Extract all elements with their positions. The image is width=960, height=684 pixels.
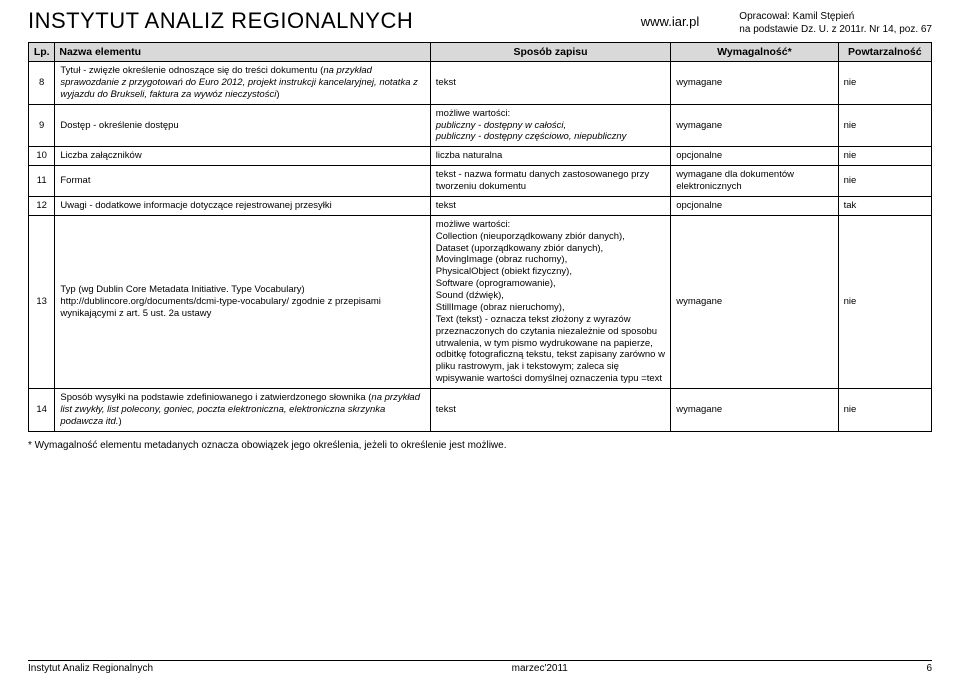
footnote: * Wymagalność elementu metadanych oznacz… — [28, 440, 932, 451]
document-meta: Opracował: Kamil Stępień na podstawie Dz… — [739, 10, 932, 36]
cell-sposob: tekst — [430, 389, 670, 432]
cell-pow: nie — [838, 147, 931, 166]
page-header: INSTYTUT ANALIZ REGIONALNYCH www.iar.pl … — [28, 8, 932, 36]
cell-wym: wymagane dla dokumentów elektronicznych — [671, 166, 838, 197]
table-row: 9 Dostęp - określenie dostępu możliwe wa… — [29, 104, 932, 147]
cell-name: Typ (wg Dublin Core Metadata Initiative.… — [55, 215, 430, 388]
cell-name: Tytuł - zwięzłe określenie odnoszące się… — [55, 62, 430, 105]
sposob-label: możliwe wartości: — [436, 108, 510, 119]
cell-wym: opcjonalne — [671, 196, 838, 215]
cell-lp: 8 — [29, 62, 55, 105]
footer-left: Instytut Analiz Regionalnych — [28, 663, 153, 674]
cell-sposob: tekst — [430, 196, 670, 215]
table-row: 10 Liczba załączników liczba naturalna o… — [29, 147, 932, 166]
cell-wym: wymagane — [671, 104, 838, 147]
table-row: 14 Sposób wysyłki na podstawie zdefiniow… — [29, 389, 932, 432]
cell-name: Dostęp - określenie dostępu — [55, 104, 430, 147]
col-header-name: Nazwa elementu — [55, 43, 430, 62]
metadata-table: Lp. Nazwa elementu Sposób zapisu Wymagal… — [28, 42, 932, 432]
name-suffix: ) — [118, 416, 121, 427]
cell-pow: nie — [838, 104, 931, 147]
website-url: www.iar.pl — [641, 14, 700, 29]
cell-sposob: możliwe wartości: Collection (nieuporząd… — [430, 215, 670, 388]
cell-sposob: możliwe wartości: publiczny - dostępny w… — [430, 104, 670, 147]
cell-name: Uwagi - dodatkowe informacje dotyczące r… — [55, 196, 430, 215]
institution-title: INSTYTUT ANALIZ REGIONALNYCH — [28, 8, 641, 34]
author-line: Opracował: Kamil Stępień — [739, 10, 932, 23]
col-header-wym: Wymagalność* — [671, 43, 838, 62]
cell-lp: 14 — [29, 389, 55, 432]
cell-sposob: liczba naturalna — [430, 147, 670, 166]
cell-lp: 11 — [29, 166, 55, 197]
name-text: Tytuł - zwięzłe określenie odnoszące się… — [60, 65, 323, 76]
cell-name: Format — [55, 166, 430, 197]
cell-pow: nie — [838, 166, 931, 197]
name-text: Sposób wysyłki na podstawie zdefiniowane… — [60, 392, 371, 403]
cell-pow: nie — [838, 215, 931, 388]
cell-wym: wymagane — [671, 215, 838, 388]
sposob-values: publiczny - dostępny w całości, publiczn… — [436, 120, 627, 143]
footer-right: 6 — [926, 663, 932, 674]
cell-lp: 9 — [29, 104, 55, 147]
cell-lp: 12 — [29, 196, 55, 215]
cell-sposob: tekst — [430, 62, 670, 105]
table-row: 11 Format tekst - nazwa formatu danych z… — [29, 166, 932, 197]
cell-pow: nie — [838, 389, 931, 432]
table-row: 13 Typ (wg Dublin Core Metadata Initiati… — [29, 215, 932, 388]
cell-pow: nie — [838, 62, 931, 105]
table-header-row: Lp. Nazwa elementu Sposób zapisu Wymagal… — [29, 43, 932, 62]
col-header-sposob: Sposób zapisu — [430, 43, 670, 62]
cell-pow: tak — [838, 196, 931, 215]
cell-wym: wymagane — [671, 389, 838, 432]
table-row: 12 Uwagi - dodatkowe informacje dotycząc… — [29, 196, 932, 215]
name-suffix: ) — [276, 89, 279, 100]
cell-sposob: tekst - nazwa formatu danych zastosowane… — [430, 166, 670, 197]
col-header-lp: Lp. — [29, 43, 55, 62]
page-container: INSTYTUT ANALIZ REGIONALNYCH www.iar.pl … — [0, 0, 960, 451]
cell-lp: 10 — [29, 147, 55, 166]
footer-center: marzec'2011 — [512, 663, 568, 674]
cell-name: Liczba załączników — [55, 147, 430, 166]
table-row: 8 Tytuł - zwięzłe określenie odnoszące s… — [29, 62, 932, 105]
cell-lp: 13 — [29, 215, 55, 388]
basis-line: na podstawie Dz. U. z 2011r. Nr 14, poz.… — [739, 23, 932, 36]
cell-name: Sposób wysyłki na podstawie zdefiniowane… — [55, 389, 430, 432]
cell-wym: wymagane — [671, 62, 838, 105]
cell-wym: opcjonalne — [671, 147, 838, 166]
page-footer: Instytut Analiz Regionalnych marzec'2011… — [28, 660, 932, 674]
col-header-pow: Powtarzalność — [838, 43, 931, 62]
